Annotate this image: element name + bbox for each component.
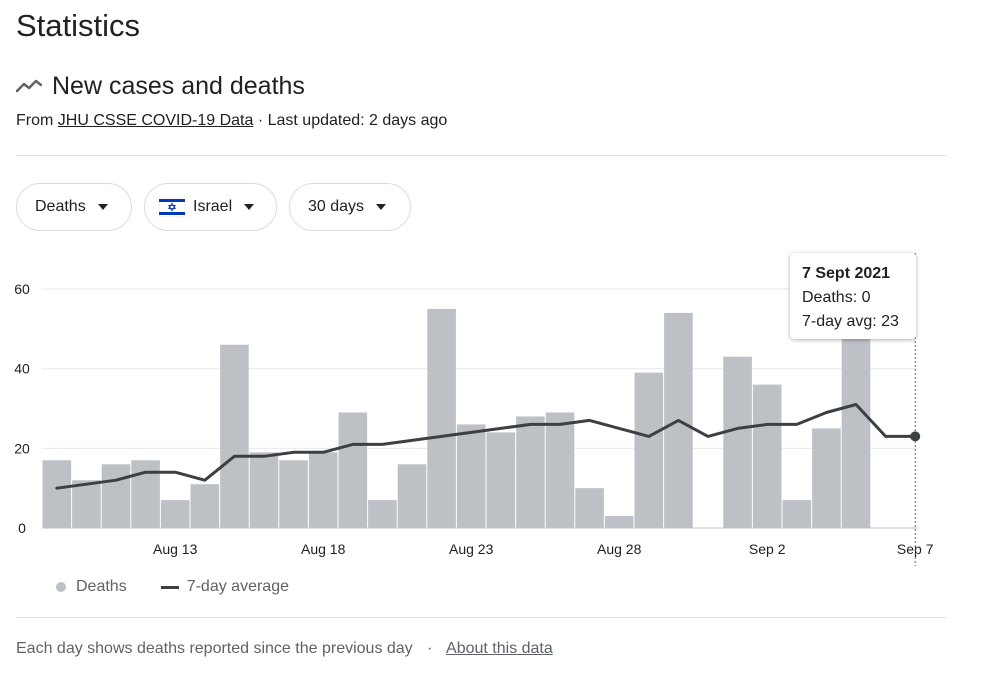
deaths-bar (190, 484, 220, 528)
x-tick-label: Aug 18 (301, 541, 346, 557)
tooltip-date: 7 Sept 2021 (802, 265, 891, 282)
deaths-bar (72, 480, 101, 528)
legend-line-swatch (160, 585, 179, 589)
trend-line-icon (16, 79, 42, 93)
average-point-marker (910, 431, 921, 442)
deaths-bar (427, 308, 456, 528)
last-updated: · Last updated: 2 days ago (257, 112, 448, 129)
legend-deaths: Deaths (76, 578, 127, 595)
deaths-bar (160, 500, 190, 528)
y-tick-label: 40 (14, 361, 30, 377)
y-tick-label: 20 (14, 440, 30, 456)
deaths-bar (101, 464, 131, 528)
metric-dropdown[interactable]: Deaths (16, 183, 132, 231)
page-title: Statistics (16, 8, 141, 43)
footer-separator: · (427, 640, 433, 657)
deaths-bar (456, 424, 486, 528)
divider (16, 617, 946, 618)
range-dropdown-label: 30 days (308, 198, 365, 215)
deaths-bar (338, 412, 368, 528)
section-title: New cases and deaths (52, 71, 305, 100)
x-tick-label: Sep 2 (749, 541, 786, 557)
deaths-bar (752, 384, 782, 528)
x-tick-label: Aug 13 (153, 541, 198, 557)
deaths-bar (782, 500, 812, 528)
range-dropdown[interactable]: 30 days (289, 183, 411, 231)
deaths-bar (812, 428, 841, 528)
chart-tooltip: 7 Sept 2021 Deaths: 0 7-day avg: 23 (790, 253, 916, 339)
deaths-bar (516, 416, 545, 528)
deaths-bar (604, 516, 634, 528)
y-tick-label: 60 (14, 281, 30, 297)
footer: Each day shows deaths reported since the… (16, 640, 553, 658)
y-tick-label: 0 (18, 520, 26, 536)
deaths-bar (397, 464, 427, 528)
chart-legend: Deaths 7-day average (56, 578, 289, 596)
footer-note: Each day shows deaths reported since the… (16, 640, 413, 657)
deaths-bar (131, 460, 160, 528)
dropdown-arrow-icon (97, 204, 108, 210)
deaths-bar (575, 488, 604, 528)
country-dropdown[interactable]: Israel (144, 183, 277, 231)
deaths-bar (545, 412, 575, 528)
about-data-link[interactable]: About this data (446, 640, 553, 657)
deaths-bar (486, 432, 516, 528)
legend-average: 7-day average (186, 578, 289, 595)
source-link[interactable]: JHU CSSE COVID-19 Data (57, 112, 254, 129)
deaths-bar (723, 356, 752, 528)
source-prefix: From (16, 112, 54, 129)
deaths-bar (308, 452, 338, 528)
x-tick-label: Aug 28 (597, 541, 642, 557)
metric-dropdown-label: Deaths (35, 198, 86, 215)
deaths-bar (220, 344, 249, 528)
tooltip-deaths: Deaths: 0 (802, 289, 871, 306)
deaths-bar (249, 452, 279, 528)
tooltip-average: 7-day avg: 23 (802, 313, 899, 330)
dropdown-arrow-icon (376, 204, 387, 210)
source-line: From JHU CSSE COVID-19 Data · Last updat… (16, 112, 447, 130)
deaths-bar (841, 336, 871, 528)
deaths-bar (634, 372, 664, 528)
divider (16, 155, 946, 156)
deaths-bar (279, 460, 308, 528)
dropdown-arrow-icon (244, 204, 255, 210)
country-dropdown-label: Israel (193, 198, 233, 215)
x-tick-label: Aug 23 (449, 541, 494, 557)
deaths-bar (42, 460, 72, 528)
average-line (55, 403, 917, 490)
israel-flag-icon (159, 197, 185, 217)
legend-bar-swatch (56, 582, 66, 592)
deaths-bar (368, 500, 397, 528)
section-header: New cases and deaths (16, 70, 305, 102)
